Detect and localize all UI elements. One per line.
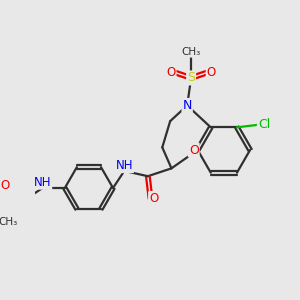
Text: CH₃: CH₃ xyxy=(0,217,18,226)
Text: O: O xyxy=(149,192,158,205)
Text: CH₃: CH₃ xyxy=(182,47,201,57)
Text: Cl: Cl xyxy=(258,118,270,131)
Text: O: O xyxy=(166,66,176,79)
Text: O: O xyxy=(207,66,216,79)
Text: O: O xyxy=(0,179,9,192)
Text: NH: NH xyxy=(116,159,133,172)
Text: N: N xyxy=(182,99,192,112)
Text: O: O xyxy=(189,143,199,157)
Text: NH: NH xyxy=(34,176,51,189)
Text: S: S xyxy=(187,71,195,84)
